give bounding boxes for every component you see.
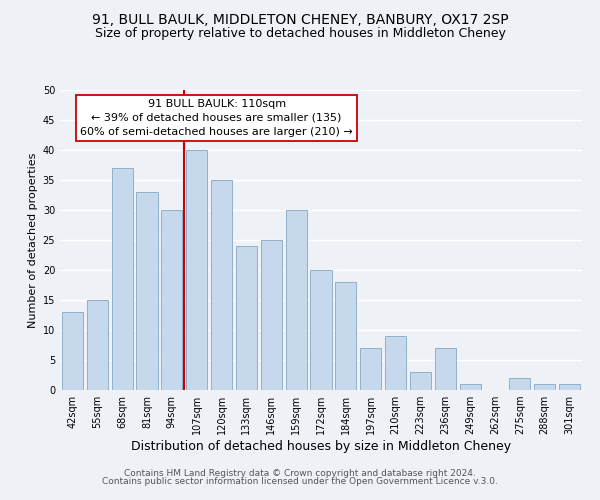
Bar: [261, 240, 282, 390]
Bar: [161, 210, 182, 390]
Bar: [62, 312, 83, 390]
Bar: [559, 384, 580, 390]
Text: Contains public sector information licensed under the Open Government Licence v.: Contains public sector information licen…: [102, 477, 498, 486]
Bar: [211, 180, 232, 390]
Bar: [534, 384, 555, 390]
Text: 91, BULL BAULK, MIDDLETON CHENEY, BANBURY, OX17 2SP: 91, BULL BAULK, MIDDLETON CHENEY, BANBUR…: [92, 12, 508, 26]
Text: 91 BULL BAULK: 110sqm
← 39% of detached houses are smaller (135)
60% of semi-det: 91 BULL BAULK: 110sqm ← 39% of detached …: [80, 99, 353, 137]
Bar: [460, 384, 481, 390]
Bar: [435, 348, 456, 390]
Bar: [136, 192, 158, 390]
Bar: [385, 336, 406, 390]
Y-axis label: Number of detached properties: Number of detached properties: [28, 152, 38, 328]
Bar: [360, 348, 381, 390]
Bar: [87, 300, 108, 390]
Bar: [186, 150, 207, 390]
X-axis label: Distribution of detached houses by size in Middleton Cheney: Distribution of detached houses by size …: [131, 440, 511, 453]
Bar: [286, 210, 307, 390]
Bar: [509, 378, 530, 390]
Bar: [410, 372, 431, 390]
Bar: [310, 270, 332, 390]
Bar: [236, 246, 257, 390]
Bar: [335, 282, 356, 390]
Bar: [112, 168, 133, 390]
Text: Contains HM Land Registry data © Crown copyright and database right 2024.: Contains HM Land Registry data © Crown c…: [124, 468, 476, 477]
Text: Size of property relative to detached houses in Middleton Cheney: Size of property relative to detached ho…: [95, 28, 505, 40]
